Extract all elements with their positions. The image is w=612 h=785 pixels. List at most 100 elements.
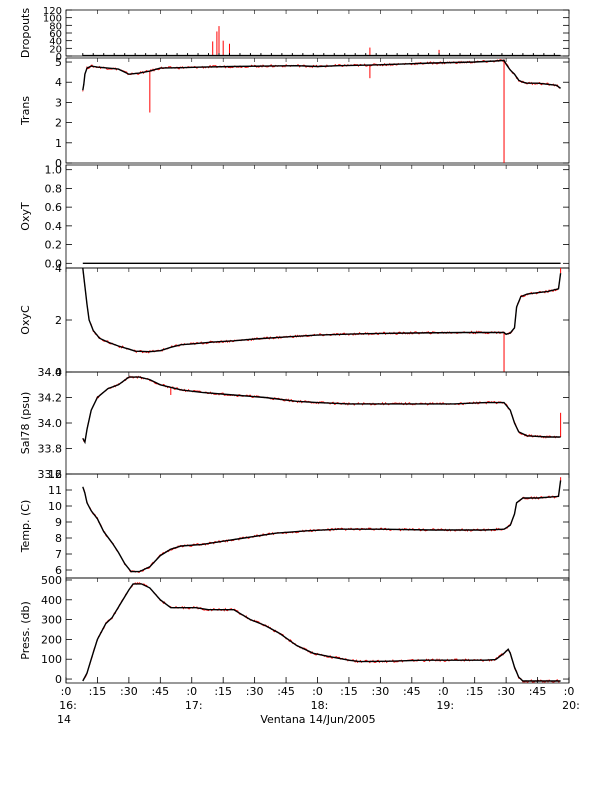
panel-plot-area (82, 477, 562, 573)
y-tick-label: 5 (55, 56, 62, 69)
panel-trans: 0 1 2 3 4 5 Trans (19, 56, 570, 170)
y-tick-label: 20 (49, 44, 62, 55)
y-axis-label-oxyt: OxyT (19, 202, 32, 231)
y-tick-label: 0.4 (45, 220, 63, 233)
x-tick-label: :15 (340, 685, 358, 698)
y-tick-label: 2 (55, 117, 62, 130)
y-tick-label: 100 (41, 653, 62, 666)
smoothed-series-oxyc (82, 268, 562, 353)
y-tick-label: 0.6 (45, 201, 63, 214)
y-tick-label: 60 (49, 29, 62, 40)
raw-series-trans (82, 58, 560, 92)
panel-sal: 33.6 33.8 34.0 34.2 34.4 Sal78 (psu) (19, 366, 570, 481)
y-tick-label: 12 (48, 468, 62, 481)
raw-series-sal (82, 375, 560, 443)
y-tick-label: 0 (56, 52, 62, 63)
y-tick-label: 34.0 (38, 417, 63, 430)
panel-oxyc: 0 2 4 OxyC (19, 262, 570, 379)
y-tick-label: 0 (55, 157, 62, 170)
smoothed-series-press (82, 583, 561, 682)
x-tick-label: :30 (246, 685, 264, 698)
y-tick-label: 9 (55, 516, 62, 529)
y-axis-label-press: Press. (db) (19, 601, 32, 660)
panel-frame (65, 577, 570, 684)
y-tick-label: 0.0 (45, 257, 63, 270)
y-tick-label: 8 (55, 532, 62, 545)
panel-frame (65, 57, 570, 164)
panel-press: 0 100 200 300 400 500 Press. (db) (19, 574, 570, 686)
x-axis-label: Ventana 14/Jun/2005 (260, 713, 375, 726)
y-tick-label: 4 (55, 262, 62, 275)
x-tick-label: :0 (564, 685, 575, 698)
x-tick-label: :45 (277, 685, 295, 698)
y-tick-label: 7 (55, 548, 62, 561)
hour-label: 17: (185, 699, 203, 712)
x-tick-label: :0 (186, 685, 197, 698)
y-tick-label: 3 (55, 96, 62, 109)
y-tick-label: 34.4 (38, 366, 63, 379)
y-axis-label-trans: Trans (19, 96, 32, 126)
x-tick-label: :15 (214, 685, 232, 698)
y-tick-label: 10 (48, 500, 62, 513)
panels-layer: 020406080100120Dropouts012345Trans0.00.2… (19, 6, 570, 686)
y-tick-label: 120 (43, 6, 62, 17)
y-axis-label-temp: Temp. (C) (19, 500, 32, 554)
x-tick-label: :30 (120, 685, 138, 698)
y-tick-label: 0.2 (45, 239, 63, 252)
panel-oxyt: 0.0 0.2 0.4 0.6 0.8 1.0 OxyT (19, 164, 570, 270)
y-tick-label: 300 (41, 614, 62, 627)
x-tick-label: :45 (529, 685, 547, 698)
panel-temp: 6 7 8 9 10 11 12 Temp. (C) (19, 468, 570, 579)
y-tick-label: 0 (55, 673, 62, 686)
day-label: 14 (57, 713, 71, 726)
y-tick-label: 200 (41, 633, 62, 646)
y-tick-label: 4 (55, 76, 62, 89)
panel-plot-area (82, 26, 561, 56)
panel-frame (65, 473, 570, 579)
x-tick-label: :30 (497, 685, 515, 698)
y-tick-label: 80 (49, 21, 62, 32)
hour-label: 16: (59, 699, 77, 712)
y-tick-label: 6 (55, 564, 62, 577)
y-axis-label-sal: Sal78 (psu) (19, 392, 32, 455)
hour-label: 20: (562, 699, 580, 712)
y-tick-label: 1.0 (45, 164, 63, 177)
panel-plot-area (82, 268, 562, 372)
panel-plot-area (82, 58, 562, 163)
x-tick-label: :0 (61, 685, 72, 698)
panel-frame (65, 164, 570, 269)
smoothed-series-sal (82, 376, 561, 445)
y-tick-label: 0.8 (45, 182, 63, 195)
panel-plot-area (82, 375, 562, 445)
x-tick-label: :45 (403, 685, 421, 698)
y-tick-label: 33.8 (38, 443, 63, 456)
y-axis-label-oxyc: OxyC (19, 305, 32, 335)
y-tick-label: 400 (41, 594, 62, 607)
hour-label: 19: (436, 699, 454, 712)
panel-frame (65, 9, 570, 57)
y-tick-label: 11 (48, 484, 62, 497)
panel-plot-area (82, 582, 561, 683)
y-axis-label-dropouts: Dropouts (19, 8, 32, 58)
y-tick-label: 2 (55, 314, 62, 327)
x-tick-label: :45 (151, 685, 169, 698)
smoothed-series-temp (82, 480, 562, 573)
x-tick-label: :30 (372, 685, 390, 698)
y-tick-label: 1 (55, 137, 62, 150)
x-tick-label: :0 (438, 685, 449, 698)
panel-frame (65, 267, 570, 373)
panel-frame (65, 371, 570, 475)
y-tick-label: 100 (43, 14, 62, 25)
x-tick-label: :15 (89, 685, 107, 698)
y-tick-label: 0 (55, 366, 62, 379)
hour-label: 18: (311, 699, 329, 712)
raw-series-press (82, 582, 560, 683)
y-tick-label: 40 (49, 37, 62, 48)
y-tick-label: 33.6 (38, 468, 63, 481)
smoothed-series-trans (82, 59, 562, 91)
time-axis: :0 :15 :30 :45 :0 :15 :30 :45 :0 :15 :30 :45 :0 :15 :3… (59, 10, 580, 712)
x-tick-label: :0 (312, 685, 323, 698)
x-tick-label: :15 (466, 685, 484, 698)
